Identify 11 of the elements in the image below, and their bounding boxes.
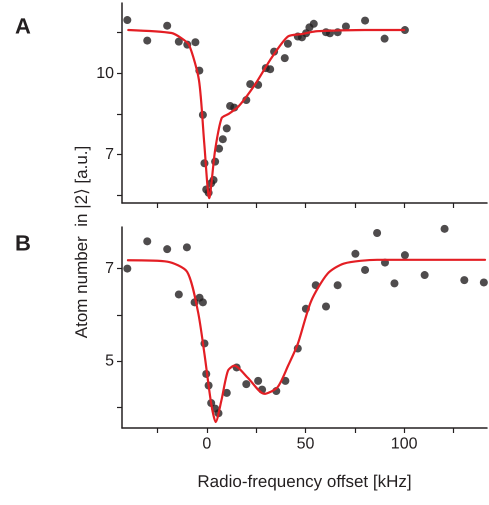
y-tick-label: 5 [105,352,114,370]
x-tick-label: 0 [202,436,212,452]
chart-title: B [15,230,31,256]
y-axis-title: Atom number in |2⟩ [a.u.] [72,146,92,338]
x-axis-title: Radio-frequency offset [kHz] [197,472,412,491]
text: A [15,14,31,38]
x-tick-label: 100 [390,436,418,452]
y-tick-label: 7 [105,260,114,278]
x-tick-label: 50 [296,436,314,452]
y-tick-label: 7 [105,146,114,163]
y-tick-label: 10 [96,64,114,82]
